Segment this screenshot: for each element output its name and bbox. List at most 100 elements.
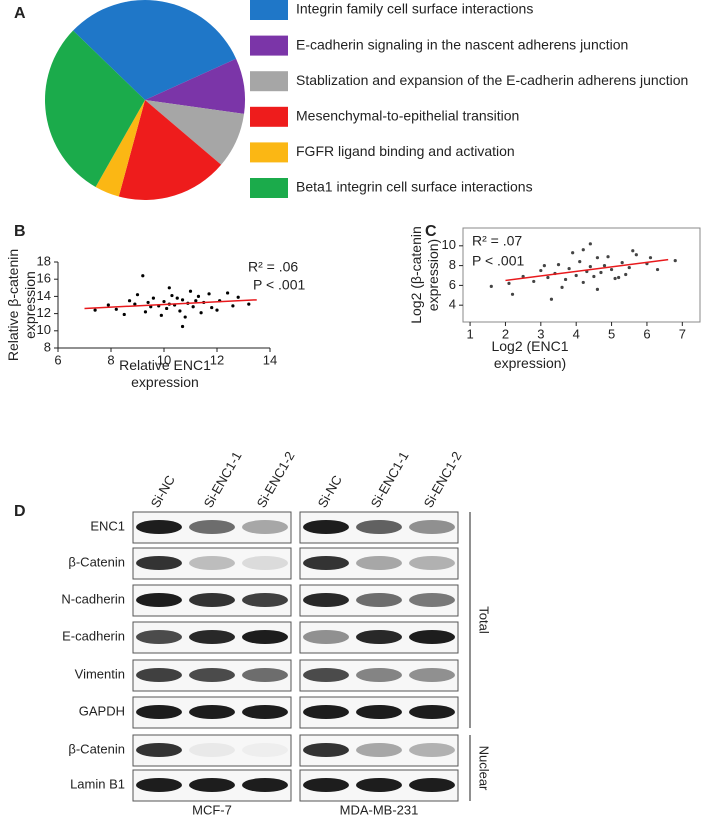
data-point (631, 249, 635, 253)
data-point (183, 315, 187, 319)
data-point (175, 296, 179, 300)
data-point (521, 274, 525, 279)
band (189, 630, 235, 644)
data-point (247, 302, 251, 306)
band (356, 520, 402, 534)
band (409, 556, 455, 570)
band (356, 630, 402, 644)
lane-label: Si-ENC1-2 (254, 449, 298, 510)
panel-label: C (425, 223, 437, 240)
data-point (634, 253, 638, 257)
x-tick-label: 1 (466, 326, 473, 341)
data-point (489, 284, 493, 288)
fraction-label: Total (477, 606, 492, 634)
x-tick-label: 14 (263, 352, 277, 367)
data-point (127, 299, 132, 303)
data-point (507, 281, 511, 286)
band (189, 520, 235, 534)
data-point (567, 266, 571, 271)
band (409, 520, 455, 534)
y-tick-label: 8 (44, 339, 51, 354)
data-point (236, 295, 240, 299)
data-point (592, 274, 596, 279)
data-point (188, 289, 193, 293)
band (242, 705, 288, 719)
data-point (549, 297, 554, 301)
band (303, 556, 349, 570)
data-point (532, 279, 536, 284)
data-point (162, 299, 166, 304)
x-tick-label: 2 (502, 326, 509, 341)
band (136, 556, 182, 570)
data-point (581, 280, 585, 285)
row-label: Vimentin (75, 666, 125, 681)
panel-label: D (14, 503, 26, 520)
annotation: R² = .06 (248, 259, 298, 275)
band (356, 743, 402, 757)
y-tick-label: 18 (37, 253, 51, 268)
x-tick-label: 6 (643, 326, 650, 341)
data-point (599, 270, 603, 275)
lane-label: Si-ENC1-2 (421, 449, 465, 510)
lane-label: Si-NC (148, 473, 178, 511)
data-point (595, 287, 600, 291)
band (242, 556, 288, 570)
annotation: P < .001 (253, 277, 306, 293)
data-point (609, 267, 614, 272)
band (189, 556, 235, 570)
band (242, 778, 288, 792)
data-point (655, 267, 660, 272)
legend-label: Stablization and expansion of the E-cadh… (296, 72, 688, 88)
band (303, 520, 349, 534)
row-label: Lamin B1 (70, 776, 125, 791)
band (409, 593, 455, 607)
data-point (574, 273, 578, 278)
y-tick-label: 12 (37, 305, 51, 320)
data-point (151, 296, 155, 300)
x-axis-label: Log2 (ENC1 expression) (491, 338, 569, 371)
legend-swatch (250, 178, 288, 198)
band (409, 705, 455, 719)
band (136, 593, 182, 607)
y-tick-label: 10 (442, 237, 456, 252)
data-point (613, 276, 617, 281)
data-point (165, 306, 169, 311)
lane-label: Si-ENC1-1 (201, 449, 245, 510)
data-point (180, 324, 185, 329)
band (136, 778, 182, 792)
band (136, 520, 182, 534)
band (242, 668, 288, 682)
data-point (207, 292, 211, 296)
data-point (231, 304, 235, 308)
data-point (673, 259, 677, 263)
legend-swatch (250, 35, 288, 56)
data-point (141, 274, 145, 278)
band (356, 705, 402, 719)
data-point (180, 298, 185, 302)
data-point (215, 308, 219, 312)
plot-frame (462, 227, 701, 323)
fraction-label: Nuclear (477, 746, 492, 791)
pie-slice (45, 30, 146, 187)
band (356, 668, 402, 682)
row-label: E-cadherin (62, 628, 125, 643)
data-point (556, 263, 561, 267)
pie-slice (95, 100, 145, 197)
band (136, 668, 182, 682)
band (356, 556, 402, 570)
x-tick-label: 12 (210, 352, 224, 367)
x-tick-label: 7 (679, 326, 686, 341)
data-point (93, 308, 97, 312)
data-point (133, 302, 137, 306)
legend-swatch (250, 142, 288, 163)
row-label: GAPDH (79, 703, 125, 718)
pie-slice (145, 58, 245, 114)
data-point (167, 286, 171, 290)
data-point (571, 251, 575, 255)
data-point (648, 256, 653, 260)
band (303, 705, 349, 719)
band (242, 630, 288, 644)
band (189, 668, 235, 682)
data-point (146, 300, 150, 305)
